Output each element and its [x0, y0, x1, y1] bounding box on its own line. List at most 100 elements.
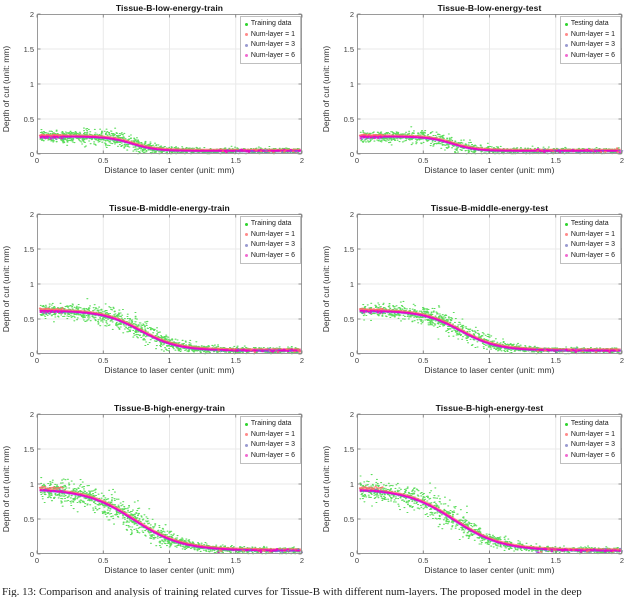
layer3-marker-icon [244, 443, 248, 447]
y-tick-label: 2 [29, 209, 34, 219]
subplot-low-energy-test: Tissue-B-low-energy-test Depth of cut (u… [320, 0, 640, 200]
x-tick-label: 0 [34, 556, 40, 565]
legend-item: Num-layer = 1 [564, 430, 615, 441]
layer1-marker-icon [564, 33, 568, 37]
legend-label: Num-layer = 3 [570, 241, 615, 248]
x-tick-label: 2 [299, 556, 305, 565]
layer3-marker-icon [244, 43, 248, 47]
x-tick-label: 2 [619, 356, 625, 365]
y-tick-label: 0.5 [343, 114, 354, 124]
layer1-marker-icon [244, 433, 248, 437]
legend-item: Num-layer = 1 [564, 230, 615, 241]
layer6-marker-icon [244, 54, 248, 58]
legend-item: Testing data [564, 219, 615, 230]
x-tick-label: 0 [354, 556, 360, 565]
x-tick-label: 1 [167, 356, 172, 365]
x-tick-label: 1.5 [230, 556, 241, 565]
legend-label: Training data [250, 220, 292, 227]
y-tick-label: 1 [29, 79, 34, 89]
legend-item: Num-layer = 1 [244, 230, 295, 241]
legend-label: Num-layer = 3 [570, 41, 615, 48]
data-marker-icon [564, 22, 568, 26]
x-tick-label: 2 [619, 556, 625, 565]
legend-item: Num-layer = 3 [244, 240, 295, 251]
legend-item: Num-layer = 6 [244, 251, 295, 262]
legend-item: Num-layer = 6 [564, 51, 615, 62]
layer3-marker-icon [564, 443, 568, 447]
legend-label: Num-layer = 6 [570, 451, 615, 459]
legend-label: Num-layer = 1 [570, 430, 615, 438]
legend-label: Training data [250, 420, 292, 427]
y-tick-label: 2 [29, 409, 34, 419]
y-axis-label: Depth of cut (unit: mm) [1, 445, 11, 533]
legend: Testing data Num-layer = 1 Num-layer = 3… [559, 16, 621, 64]
x-axis-label: Distance to laser center (unit: mm) [424, 565, 555, 575]
y-axis-label: Depth of cut (unit: mm) [1, 245, 11, 333]
y-tick-label: 1 [349, 479, 354, 489]
x-tick-label: 0.5 [98, 156, 109, 165]
y-tick-label: 1.5 [23, 444, 34, 454]
x-tick-label: 1 [487, 156, 492, 165]
legend-item: Num-layer = 6 [564, 451, 615, 462]
subplot-title: Tissue-B-high-energy-test [435, 403, 544, 413]
x-axis-label: Distance to laser center (unit: mm) [104, 365, 235, 375]
y-tick-label: 0.5 [23, 314, 34, 324]
legend-label: Num-layer = 1 [250, 230, 295, 238]
y-tick-label: 0 [349, 549, 354, 559]
x-tick-label: 1 [167, 156, 172, 165]
legend-item: Training data [244, 419, 295, 430]
x-tick-label: 0 [354, 156, 360, 165]
legend-label: Testing data [570, 20, 609, 27]
legend-item: Num-layer = 3 [564, 40, 615, 51]
layer6-marker-icon [564, 54, 568, 58]
legend-item: Num-layer = 1 [244, 30, 295, 41]
legend: Training data Num-layer = 1 Num-layer = … [239, 416, 301, 464]
y-tick-label: 0.5 [343, 314, 354, 324]
legend-label: Num-layer = 6 [570, 251, 615, 259]
data-marker-icon [244, 422, 248, 426]
y-axis-label: Depth of cut (unit: mm) [321, 245, 331, 333]
legend-label: Num-layer = 6 [570, 51, 615, 59]
legend-item: Testing data [564, 419, 615, 430]
x-axis-label: Distance to laser center (unit: mm) [104, 565, 235, 575]
y-tick-label: 2 [29, 9, 34, 19]
x-tick-label: 0.5 [418, 356, 429, 365]
legend-item: Num-layer = 6 [244, 51, 295, 62]
y-tick-label: 0 [349, 349, 354, 359]
y-tick-label: 0 [349, 149, 354, 159]
data-marker-icon [244, 222, 248, 226]
y-tick-label: 2 [349, 409, 354, 419]
x-tick-label: 0.5 [418, 156, 429, 165]
legend-label: Testing data [570, 220, 609, 227]
legend-item: Training data [244, 219, 295, 230]
legend-item: Training data [244, 19, 295, 30]
legend: Training data Num-layer = 1 Num-layer = … [239, 216, 301, 264]
subplot-middle-energy-test: Tissue-B-middle-energy-test Depth of cut… [320, 200, 640, 400]
subplot-high-energy-test: Tissue-B-high-energy-test Depth of cut (… [320, 400, 640, 597]
legend: Training data Num-layer = 1 Num-layer = … [239, 16, 301, 64]
legend-label: Num-layer = 1 [570, 230, 615, 238]
plot-area [356, 213, 623, 355]
x-tick-label: 0 [354, 356, 360, 365]
subplot-high-energy-train: Tissue-B-high-energy-train Depth of cut … [0, 400, 320, 597]
legend-label: Num-layer = 1 [250, 430, 295, 438]
legend-label: Num-layer = 3 [250, 441, 295, 448]
x-tick-label: 1.5 [550, 556, 561, 565]
x-tick-label: 0 [34, 156, 40, 165]
y-tick-label: 1 [349, 79, 354, 89]
legend-item: Num-layer = 1 [244, 430, 295, 441]
legend-label: Num-layer = 6 [250, 51, 295, 59]
legend-label: Training data [250, 20, 292, 27]
layer1-marker-icon [564, 233, 568, 237]
legend-label: Testing data [570, 420, 609, 427]
plot-area [36, 13, 303, 155]
y-tick-label: 1 [29, 279, 34, 289]
y-axis-label: Depth of cut (unit: mm) [321, 45, 331, 133]
legend-item: Num-layer = 3 [564, 240, 615, 251]
y-tick-label: 0 [29, 349, 34, 359]
y-tick-label: 1.5 [343, 444, 354, 454]
layer3-marker-icon [244, 243, 248, 247]
subplot-title: Tissue-B-middle-energy-test [430, 203, 549, 213]
subplot-low-energy-train: Tissue-B-low-energy-train Depth of cut (… [0, 0, 320, 200]
